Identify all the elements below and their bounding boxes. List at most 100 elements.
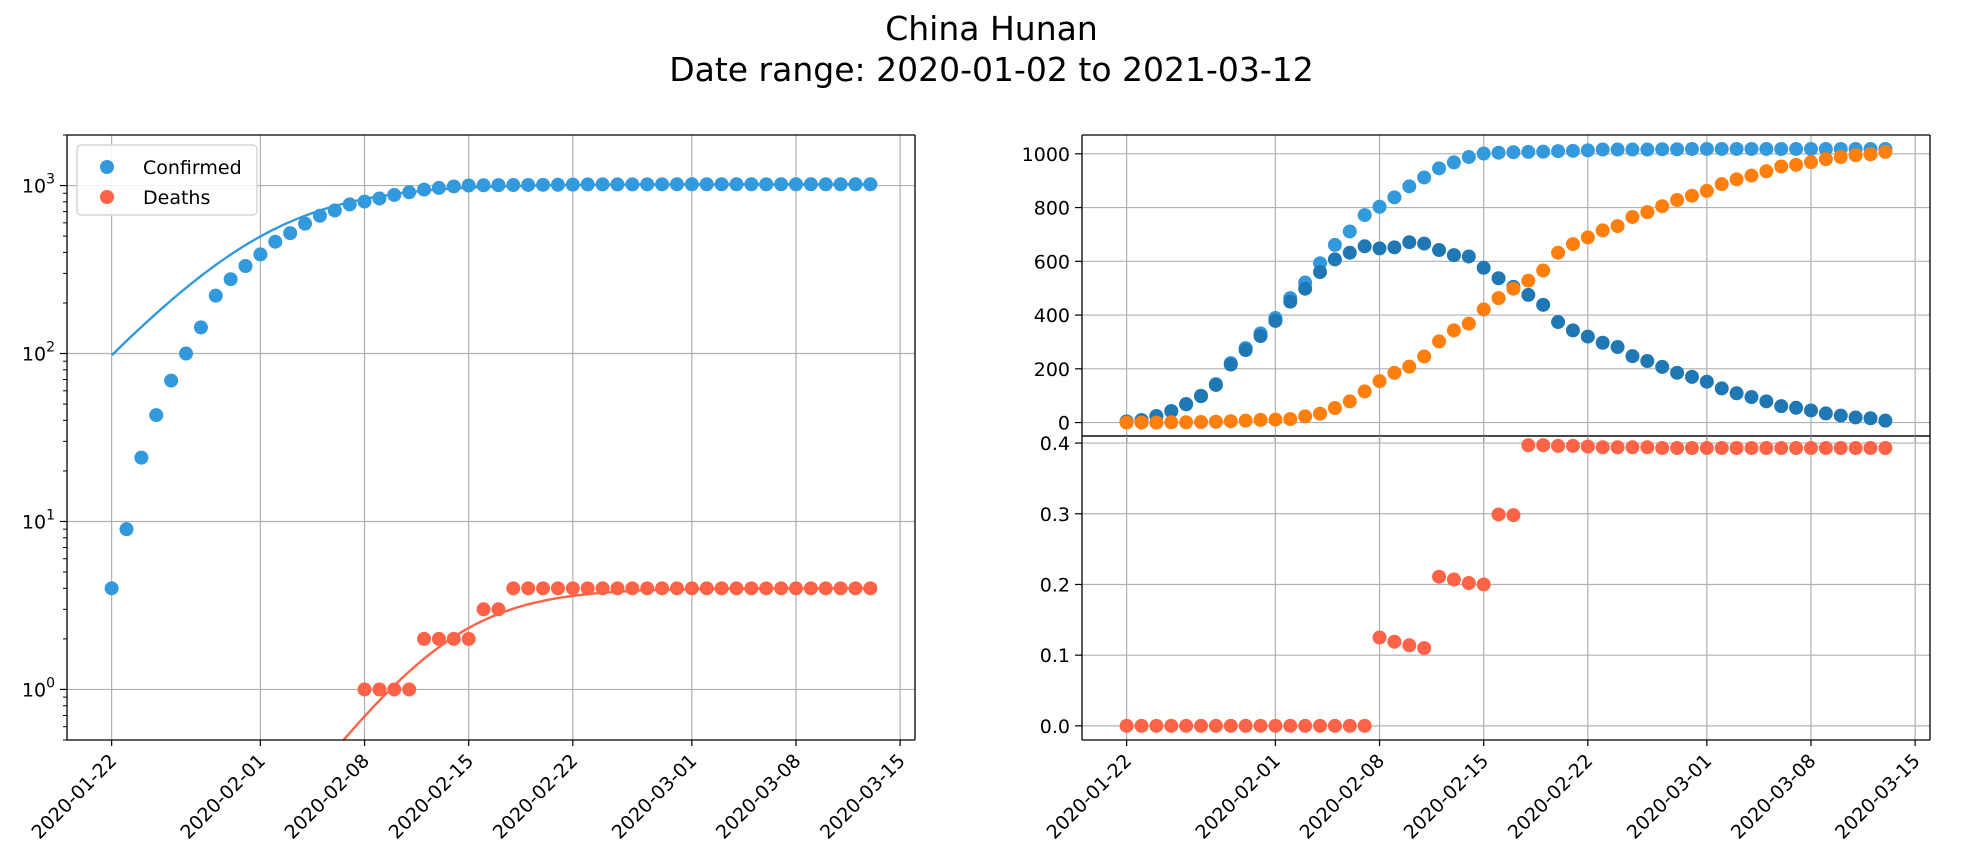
death-rate-point — [1342, 718, 1357, 733]
death-rate-point — [1491, 507, 1506, 522]
active-point — [1238, 343, 1253, 357]
confirmed-point — [238, 258, 253, 273]
deaths-point — [565, 581, 580, 596]
active-point — [1803, 403, 1818, 418]
deaths-point — [476, 602, 491, 617]
active-point — [1208, 377, 1223, 392]
deaths-point — [506, 581, 521, 596]
deaths-point — [848, 581, 863, 596]
y-tick-label: 400 — [1034, 305, 1070, 327]
confirmed-point — [1759, 141, 1774, 156]
confirmed-point — [788, 177, 803, 192]
left-log-scatter-panel: 2020-01-22 2020-02-01 2020-02-08 2020-02-15… — [22, 134, 916, 844]
active-point — [1774, 399, 1789, 414]
death-rate-point — [1580, 439, 1595, 454]
confirmed-point — [283, 226, 298, 241]
active-point — [1446, 248, 1461, 263]
x-tick-label: 2020-03-08 — [712, 750, 806, 844]
recovered-point — [1119, 415, 1134, 430]
confirmed-point — [372, 191, 387, 206]
confirmed-point — [1655, 142, 1670, 157]
recovered-point — [1803, 155, 1818, 170]
x-tick-label: 2020-03-15 — [1831, 750, 1925, 844]
confirmed-point — [803, 177, 818, 192]
confirmed-point — [1551, 144, 1566, 159]
deaths-point — [417, 631, 432, 646]
deaths-point — [833, 581, 848, 596]
confirmed-point — [387, 187, 402, 202]
figure-title-line1: China Hunan — [885, 9, 1098, 48]
confirmed-point — [1610, 142, 1625, 157]
recovered-point — [1194, 415, 1209, 430]
active-point — [1684, 369, 1699, 384]
confirmed-point — [1476, 146, 1491, 161]
deaths-point — [610, 581, 625, 596]
death-rate-point — [1670, 441, 1685, 456]
confirmed-point — [1446, 155, 1461, 170]
active-point — [1268, 313, 1283, 328]
deaths-point — [536, 581, 551, 596]
recovered-point — [1565, 237, 1580, 252]
confirmed-point — [357, 194, 372, 209]
active-point — [1417, 236, 1432, 251]
confirmed-point — [446, 179, 461, 194]
legend-marker — [100, 160, 114, 174]
confirmed-fit-line — [110, 183, 871, 357]
y-tick-label: 0 — [1058, 413, 1070, 435]
confirmed-point — [208, 288, 223, 303]
confirmed-point — [417, 182, 432, 197]
bottom-right-scatter-panel: 2020-01-22 2020-02-01 2020-02-08 2020-02-15… — [1040, 433, 1931, 844]
active-point — [1432, 243, 1447, 258]
recovered-point — [1461, 316, 1476, 331]
confirmed-point — [833, 177, 848, 192]
legend-label: Deaths — [143, 187, 210, 209]
death-rate-point — [1655, 441, 1670, 456]
recovered-point — [1610, 219, 1625, 234]
confirmed-point — [1818, 141, 1833, 156]
recovered-point — [1402, 359, 1417, 374]
x-tick-label: 2020-02-08 — [1295, 750, 1389, 844]
deaths-point — [580, 581, 595, 596]
deaths-point — [818, 581, 833, 596]
confirmed-point — [565, 177, 580, 192]
active-point — [1595, 335, 1610, 350]
deaths-point — [461, 631, 476, 646]
confirmed-point — [104, 581, 119, 596]
confirmed-point — [312, 208, 327, 223]
death-rate-point — [1818, 441, 1833, 456]
deaths-point — [372, 682, 387, 697]
active-point — [1848, 410, 1863, 425]
death-rate-point — [1878, 441, 1893, 456]
confirmed-point — [1357, 208, 1372, 223]
x-tick-label: 2020-02-22 — [489, 750, 583, 844]
confirmed-point — [1491, 145, 1506, 160]
recovered-point — [1164, 415, 1179, 430]
deaths-point — [431, 631, 446, 646]
confirmed-point — [1670, 142, 1685, 157]
active-point — [1551, 315, 1566, 330]
confirmed-point — [193, 320, 208, 335]
x-tick-label: 2020-02-22 — [1504, 750, 1598, 844]
active-point — [1521, 287, 1536, 302]
confirmed-point — [1402, 179, 1417, 194]
deaths-point — [446, 631, 461, 646]
confirmed-point — [1565, 143, 1580, 158]
confirmed-point — [1461, 150, 1476, 165]
confirmed-point — [253, 247, 268, 262]
recovered-point — [1551, 245, 1566, 260]
deaths-point — [550, 581, 565, 596]
recovered-point — [1283, 412, 1298, 427]
death-rate-point — [1387, 634, 1402, 649]
deaths-point — [684, 581, 699, 596]
confirmed-point — [759, 177, 774, 192]
death-rate-point — [1208, 718, 1223, 733]
deaths-point — [774, 581, 789, 596]
y-tick-label: 600 — [1034, 251, 1070, 273]
deaths-point — [402, 682, 417, 697]
confirmed-point — [1803, 141, 1818, 156]
confirmed-point — [1580, 143, 1595, 158]
recovered-point — [1298, 409, 1313, 424]
confirmed-point — [818, 177, 833, 192]
recovered-point — [1327, 401, 1342, 416]
death-rate-point — [1461, 576, 1476, 591]
